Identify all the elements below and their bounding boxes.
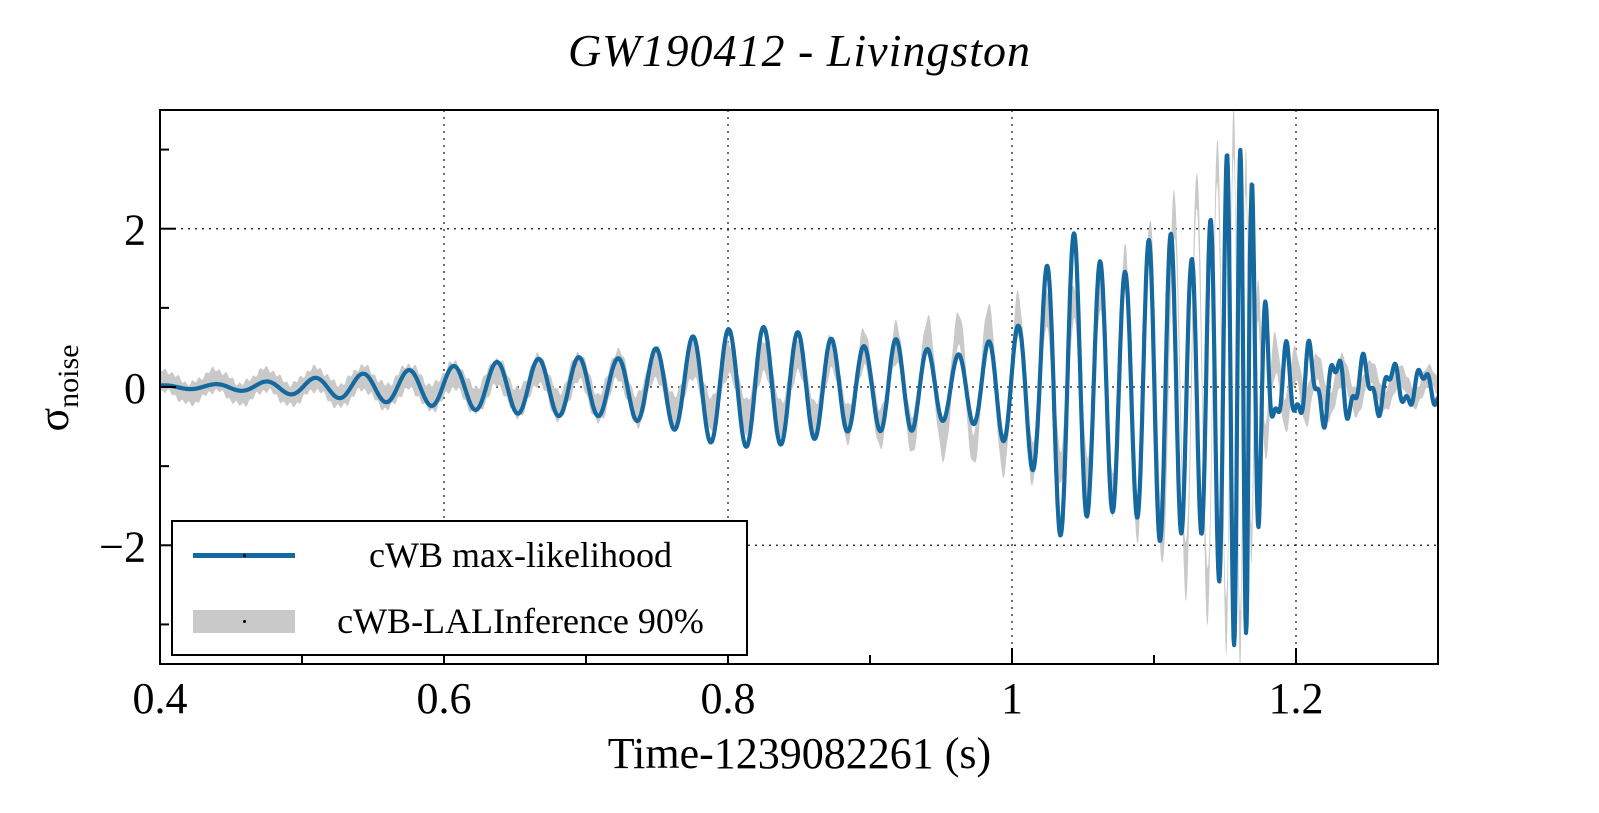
legend-entry-confidence-band: cWB-LALInference 90% <box>173 588 746 654</box>
y-tick-label: 0 <box>124 364 146 413</box>
legend-marker-dot <box>243 554 246 557</box>
legend-label: cWB-LALInference 90% <box>337 601 704 641</box>
legend-label: cWB max-likelihood <box>369 535 672 575</box>
x-tick-label: 0.6 <box>417 674 472 723</box>
x-axis-label: Time-1239082261 (s) <box>607 729 992 778</box>
y-axis-label: σnoise <box>29 318 85 458</box>
x-tick-label: 0.8 <box>701 674 756 723</box>
y-axis-label-symbol: σ <box>29 407 78 432</box>
legend-entry-max-likelihood: cWB max-likelihood <box>173 522 746 588</box>
x-tick-label: 1 <box>1001 674 1023 723</box>
legend-box: cWB max-likelihood cWB-LALInference 90% <box>171 520 748 656</box>
y-tick-labels: −2 0 2 <box>99 206 146 572</box>
legend-marker-dot <box>243 620 246 623</box>
legend-band-swatch <box>193 609 295 633</box>
confidence-band <box>160 110 1438 664</box>
tick-layer <box>159 148 1439 664</box>
x-tick-label: 0.4 <box>133 674 188 723</box>
legend-line-swatch <box>193 552 295 558</box>
page-title: GW190412 - Livingston <box>567 25 1032 76</box>
x-tick-label: 1.2 <box>1269 674 1324 723</box>
waveform-line <box>160 147 1438 648</box>
x-tick-labels: 0.4 0.6 0.8 1 1.2 <box>133 674 1324 723</box>
y-tick-label: 2 <box>124 206 146 255</box>
y-tick-label: −2 <box>99 522 146 571</box>
y-axis-label-subscript: noise <box>51 344 85 408</box>
